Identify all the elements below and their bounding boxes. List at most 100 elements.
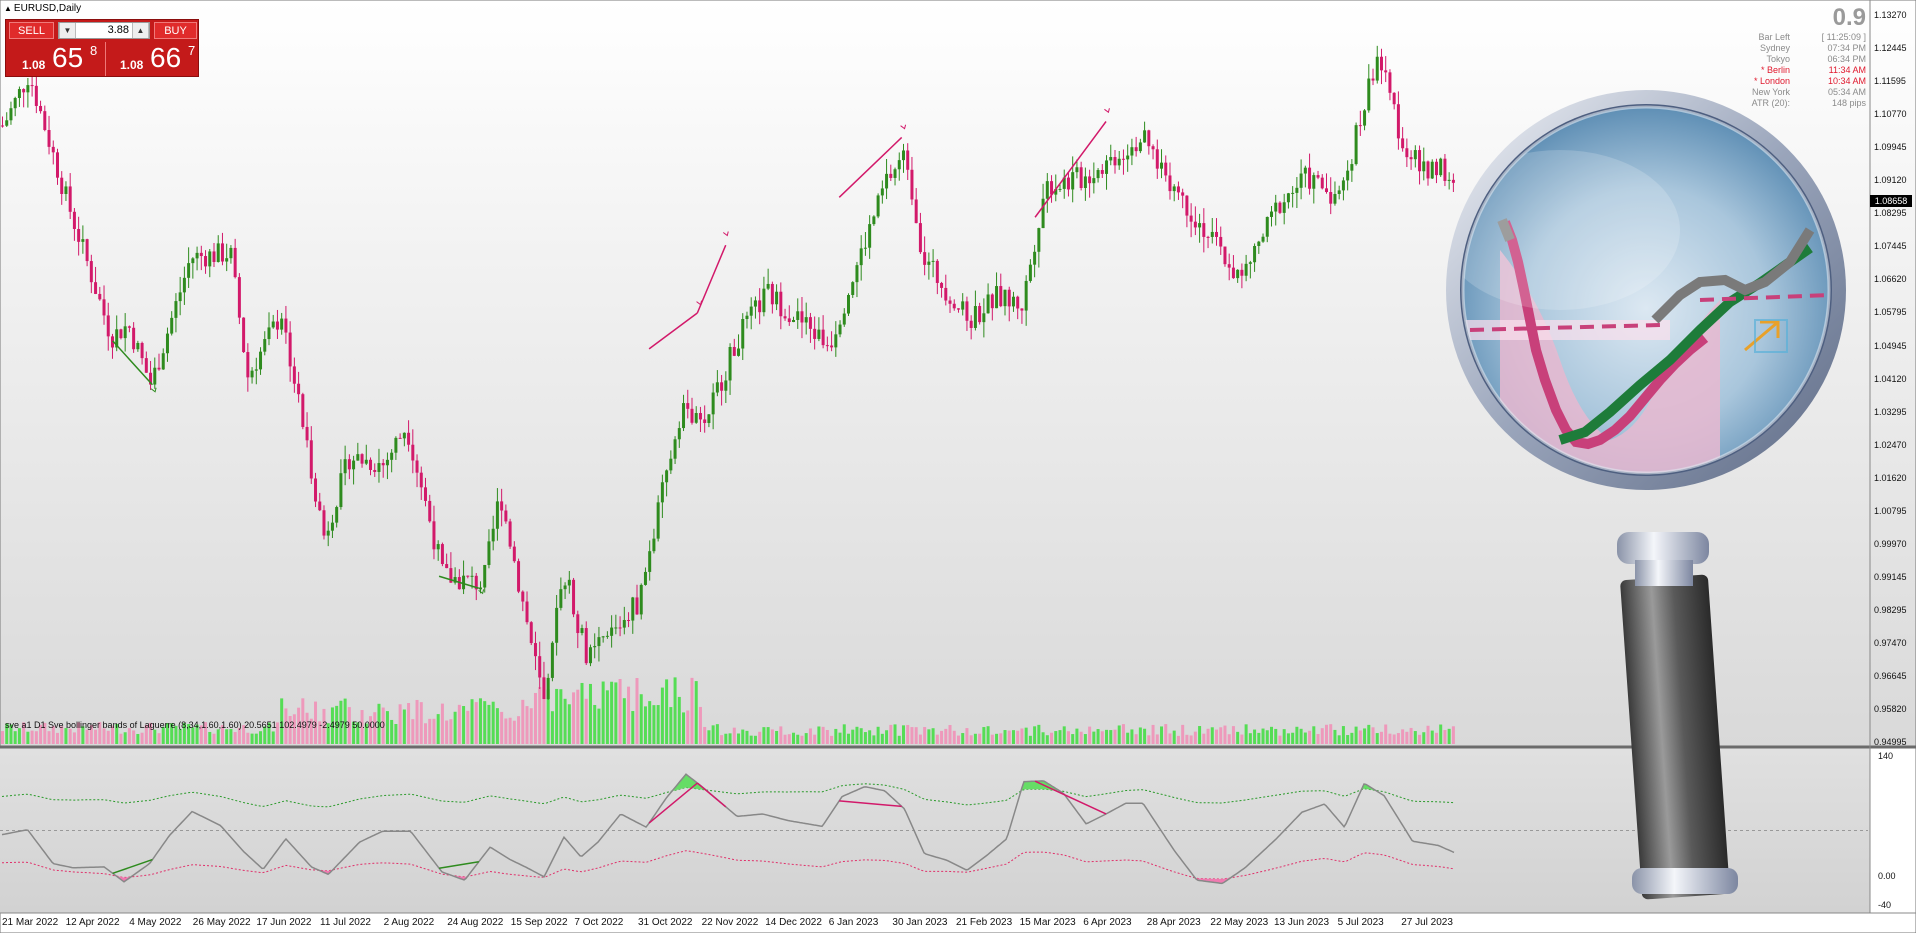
- candle-body: [1451, 179, 1455, 183]
- volume-bar: [1240, 734, 1244, 744]
- candle-body: [631, 597, 635, 621]
- volume-bar: [275, 722, 279, 744]
- volume-bar: [1236, 731, 1240, 744]
- candle-body: [660, 482, 664, 503]
- candle-body: [263, 339, 267, 352]
- volume-bar: [364, 723, 368, 744]
- session-row-value: 11:34 AM: [1828, 65, 1866, 75]
- volume-bar: [34, 731, 38, 744]
- candle-body: [1126, 155, 1130, 160]
- volume-bar: [863, 732, 867, 744]
- volume-bar: [1003, 730, 1007, 744]
- candle-body: [1210, 231, 1214, 237]
- volume-bar: [1346, 735, 1350, 744]
- candle-body: [572, 579, 576, 615]
- volume-bar: [47, 731, 51, 744]
- candle-body: [956, 308, 960, 310]
- volume-bar: [1265, 730, 1269, 744]
- lot-size-value[interactable]: 3.88: [107, 24, 129, 36]
- volume-bar: [478, 698, 482, 744]
- volume-bar: [267, 722, 271, 744]
- candle-body: [1405, 148, 1409, 158]
- volume-bar: [973, 733, 977, 744]
- volume-bar: [1367, 724, 1371, 744]
- volume-bar: [648, 701, 652, 744]
- volume-bar: [1050, 732, 1054, 744]
- candle-body: [233, 247, 237, 278]
- volume-bar: [665, 679, 669, 744]
- candle-body: [1392, 92, 1396, 105]
- candle-body: [940, 282, 944, 288]
- candle-body: [259, 351, 263, 370]
- candle-body: [770, 283, 774, 305]
- candle-body: [918, 223, 922, 253]
- lot-decrease-icon[interactable]: ▼: [59, 23, 76, 38]
- volume-bar: [538, 686, 542, 744]
- candle-body: [64, 186, 68, 194]
- candle-body: [491, 528, 495, 542]
- volume-bar: [1253, 729, 1257, 744]
- volume-bar: [1320, 728, 1324, 744]
- candle-body: [495, 501, 499, 529]
- candle-body: [1439, 158, 1443, 176]
- candle-body: [1308, 167, 1312, 189]
- buy-button[interactable]: BUY: [154, 22, 197, 39]
- lot-size-stepper[interactable]: ▼ 3.88 ▲: [58, 22, 150, 39]
- candle-body: [1418, 150, 1422, 172]
- date-tick-label: 7 Oct 2022: [574, 917, 624, 928]
- volume-bar: [132, 730, 136, 744]
- candle-body: [1198, 223, 1202, 228]
- candle-body: [1367, 78, 1371, 111]
- session-row-value: 06:34 PM: [1827, 54, 1866, 64]
- session-row-value: [ 11:25:09 ]: [1821, 32, 1866, 42]
- candle-body: [305, 426, 309, 441]
- candle-body: [1409, 157, 1413, 160]
- candle-body: [436, 544, 440, 550]
- candle-body: [1050, 181, 1054, 195]
- volume-bar: [614, 682, 618, 744]
- candle-body: [407, 432, 411, 445]
- lot-increase-icon[interactable]: ▲: [132, 23, 149, 38]
- candlestick-series: [1, 45, 1455, 700]
- candle-body: [948, 300, 952, 304]
- candle-body: [1379, 56, 1383, 71]
- price-tick-label: 1.00795: [1874, 505, 1907, 516]
- candle-body: [978, 306, 982, 323]
- price-tick-label: 0.99145: [1874, 571, 1907, 582]
- sell-button[interactable]: SELL: [9, 22, 54, 39]
- volume-bar: [855, 726, 859, 744]
- indicator-divergence-line: [112, 858, 153, 875]
- candle-body: [830, 345, 834, 348]
- candle-body: [622, 619, 626, 628]
- volume-bar: [394, 723, 398, 744]
- volume-bar: [30, 730, 34, 744]
- buy-price[interactable]: 1.08 66 7: [105, 42, 199, 76]
- collapse-triangle-icon[interactable]: ▲: [4, 4, 12, 13]
- volume-bar: [787, 734, 791, 744]
- volume-bar: [990, 734, 994, 744]
- candle-body: [1105, 160, 1109, 174]
- candle-body: [144, 358, 148, 373]
- date-tick-label: 27 Jul 2023: [1401, 917, 1453, 928]
- volume-bar: [1286, 733, 1290, 744]
- volume-bar: [1147, 735, 1151, 744]
- candle-body: [872, 216, 876, 225]
- sell-price[interactable]: 1.08 65 8: [8, 42, 101, 76]
- candle-body: [889, 173, 893, 178]
- volume-bar: [271, 731, 275, 744]
- session-row-label: Sydney: [1759, 43, 1790, 53]
- candle-body: [1138, 142, 1142, 152]
- candle-body: [377, 463, 381, 472]
- volume-bar: [1121, 724, 1125, 744]
- volume-bar: [1041, 732, 1045, 744]
- volume-histogram: [1, 676, 1455, 744]
- candle-body: [119, 329, 123, 339]
- price-tick-label: 1.13270: [1874, 10, 1907, 20]
- candle-body: [51, 146, 55, 153]
- volume-bar: [597, 708, 601, 744]
- candle-body: [834, 334, 838, 348]
- volume-bar: [212, 733, 216, 744]
- candle-body: [428, 500, 432, 522]
- volume-bar: [1215, 729, 1219, 744]
